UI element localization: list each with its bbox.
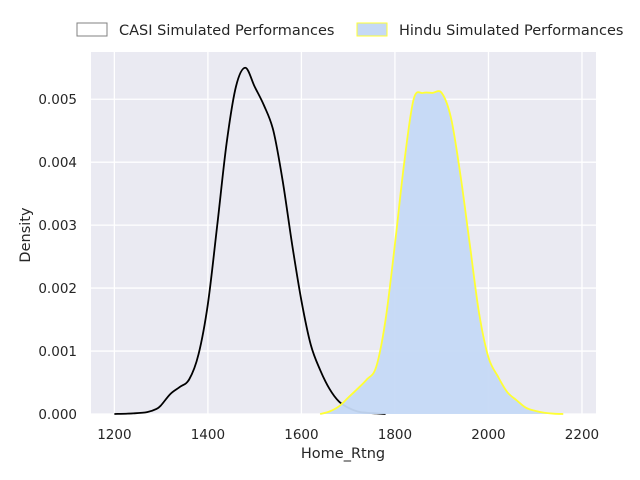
y-tick-label: 0.001 (38, 344, 77, 360)
x-tick-labels: 1200 1400 1600 1800 2000 2200 (97, 427, 599, 443)
x-tick-label: 1200 (97, 427, 131, 443)
y-tick-label: 0.000 (38, 407, 77, 423)
series-0-line (114, 66, 386, 415)
y-tick-labels: 0.000 0.001 0.002 0.003 0.004 0.005 (38, 92, 77, 423)
y-tick-label: 0.004 (38, 155, 77, 171)
legend: CASI Simulated Performances Hindu Simula… (76, 22, 623, 39)
legend-label-casi: CASI Simulated Performances (119, 23, 334, 39)
legend-swatch-casi (76, 22, 108, 37)
x-tick-label: 1400 (191, 427, 225, 443)
y-axis-label: Density (18, 207, 34, 263)
x-tick-label: 1600 (284, 427, 318, 443)
series-1-area (320, 91, 564, 414)
x-tick-label: 2200 (565, 427, 599, 443)
y-tick-label: 0.005 (38, 92, 77, 108)
x-tick-label: 2000 (471, 427, 505, 443)
grid-layer (91, 52, 596, 415)
series-1-line (319, 90, 564, 415)
x-axis-label: Home_Rtng (301, 446, 385, 462)
y-tick-label: 0.002 (38, 281, 77, 297)
legend-label-hindu: Hindu Simulated Performances (399, 23, 623, 39)
y-tick-label: 0.003 (38, 218, 77, 234)
plot-background (91, 52, 596, 414)
x-tick-label: 1800 (378, 427, 412, 443)
legend-swatch-hindu (356, 22, 388, 37)
series-layer (114, 66, 564, 415)
